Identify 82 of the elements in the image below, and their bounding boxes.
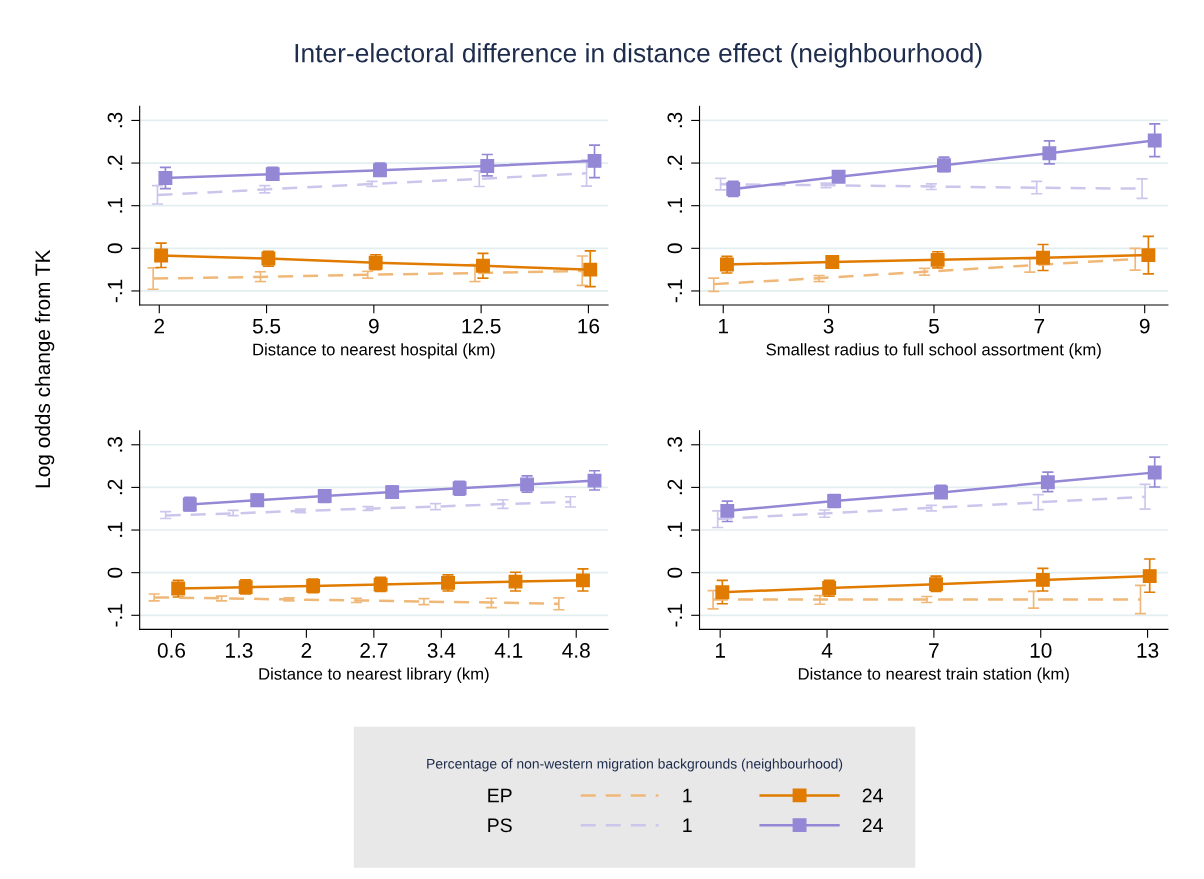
text: PS [488, 818, 512, 833]
x-tick-label: 3.4 [427, 643, 456, 658]
x-tick-label: 9 [1139, 318, 1150, 334]
x-tick-label: 9 [369, 318, 379, 334]
x-tick-label: 13 [1137, 643, 1159, 658]
chart-title: Inter-electoral difference in distance effect (neighbourhood) [295, 43, 982, 68]
x-tick-label: 2 [301, 643, 312, 658]
y-tick-label: .3 [667, 437, 683, 452]
x-tick-label: 1 [719, 318, 729, 334]
x-tick-label: 5 [929, 318, 939, 334]
point [576, 573, 590, 588]
legend-title: Percentage of non-western migration backgrounds (neighbourhood) [427, 758, 843, 772]
x-tick-label: 3 [823, 318, 834, 334]
x-axis-title: Smallest radius to full school assortment (km) [766, 343, 1101, 359]
point [587, 473, 602, 488]
point [1147, 133, 1162, 148]
legend-label: 24 [862, 818, 883, 832]
x-tick-label: 2.7 [360, 643, 388, 658]
point [1036, 250, 1050, 265]
point [385, 485, 400, 500]
x-tick-label: 0.6 [157, 643, 186, 658]
y-tick-label: -.1 [667, 604, 683, 627]
point [1142, 569, 1157, 584]
point [1042, 146, 1057, 161]
x-tick-label: 2 [154, 318, 165, 334]
point [720, 503, 735, 518]
x-tick-label: 7 [1034, 318, 1045, 334]
y-tick-label: .2 [667, 155, 683, 170]
point [934, 485, 948, 500]
point [154, 248, 169, 263]
y-tick-label: .3 [107, 437, 123, 452]
point [1147, 465, 1162, 480]
y-tick-label: .2 [667, 479, 683, 495]
y-tick-label: .2 [107, 155, 123, 170]
x-tick-label: 10 [1030, 643, 1052, 658]
x-tick-label: 12.5 [462, 318, 501, 334]
y-tick-label: .2 [107, 479, 123, 495]
x-tick-label: 1 [715, 643, 725, 658]
point [317, 488, 332, 503]
y-tick-label: .1 [107, 522, 123, 537]
x-axis-title: Distance to nearest hospital (km) [253, 343, 495, 359]
point [1141, 248, 1156, 263]
legend-label: 24 [862, 788, 883, 803]
line-series [152, 596, 561, 606]
legend-label: 1 [683, 788, 692, 803]
y-tick-label: .1 [667, 198, 683, 213]
y-tick-label: .3 [107, 112, 123, 128]
x-tick-label: 4.8 [562, 643, 590, 658]
point [250, 493, 265, 508]
x-tick-label: 5.5 [252, 318, 281, 334]
x-axis-title: Distance to nearest train station (km) [798, 667, 1069, 684]
point [587, 153, 602, 168]
x-tick-label: 16 [578, 318, 600, 334]
point [373, 163, 387, 178]
y-tick-label: 0 [107, 243, 123, 254]
point [476, 258, 490, 273]
point [715, 585, 730, 600]
y-tick-label: .1 [107, 198, 123, 213]
text: EP [488, 788, 512, 803]
x-tick-label: 4.1 [494, 643, 523, 658]
x-tick-label: 7 [929, 643, 939, 658]
point [825, 255, 840, 269]
point [1035, 572, 1050, 587]
y-tick-label: .3 [667, 112, 683, 128]
legend-label: 1 [683, 818, 692, 832]
point [158, 171, 173, 185]
y-tick-label: -.1 [667, 279, 683, 303]
x-tick-label: 1.3 [226, 643, 253, 658]
point [1040, 475, 1055, 490]
point [831, 169, 846, 184]
x-axis-title: Distance to nearest library (km) [259, 667, 489, 684]
y-axis-title: Log odds change from TK [34, 249, 55, 488]
y-tick-label: 0 [107, 567, 123, 578]
y-tick-label: 0 [667, 567, 683, 578]
point [480, 159, 495, 173]
y-tick-label: .1 [667, 522, 683, 537]
x-tick-label: 4 [821, 643, 833, 658]
point [265, 167, 280, 182]
point [583, 262, 598, 277]
y-tick-label: 0 [667, 243, 683, 254]
y-tick-label: -.1 [107, 279, 123, 303]
y-tick-label: -.1 [107, 604, 123, 627]
